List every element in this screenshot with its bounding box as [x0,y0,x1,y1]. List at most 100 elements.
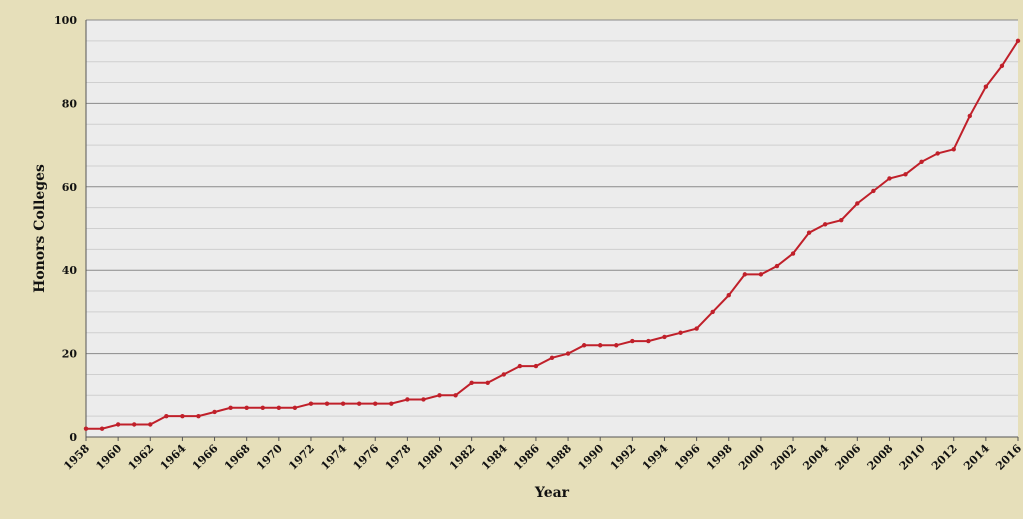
x-tick-label: 1980 [415,442,446,473]
x-tick-label: 1986 [511,442,542,473]
data-point [839,217,844,223]
data-point [421,397,426,402]
data-point [308,401,314,406]
data-point [742,272,748,277]
series-points [83,38,1021,431]
data-point [405,397,410,402]
x-axis-ticks: 1958 1960 1962 1964 1966 1968 1970 1972 1974 1976… [61,437,1023,473]
data-point [1015,38,1021,44]
data-point [212,409,217,415]
data-point [999,63,1005,69]
data-point [806,230,812,235]
data-point [662,334,667,340]
data-point [855,201,860,206]
x-tick-label: 2012 [929,442,960,473]
x-tick-label: 1972 [286,442,317,473]
x-tick-label: 2008 [865,442,896,473]
data-point [614,343,619,348]
data-point [822,222,828,227]
x-tick-label: 2002 [768,442,799,473]
data-point [598,343,603,348]
y-tick-label: 60 [62,181,78,194]
data-point [485,380,490,385]
data-point [292,405,298,411]
x-tick-label: 1968 [222,442,253,473]
data-point [196,413,201,419]
data-point [132,422,137,427]
data-point [903,172,908,177]
y-tick-label: 20 [62,348,78,361]
data-point [710,309,715,315]
data-point [549,355,555,360]
data-point [790,251,796,256]
data-point [951,147,956,152]
minor-gridlines [86,40,1018,417]
x-axis-title: Year [534,485,570,501]
data-point [678,330,683,335]
data-point [356,401,362,406]
data-point [533,363,539,369]
data-point [581,343,587,348]
data-point [694,326,699,331]
data-point [967,113,972,119]
data-point [115,422,121,427]
data-point [99,426,105,431]
x-tick-label: 1964 [158,442,189,473]
x-tick-label: 1962 [126,442,157,473]
data-point [148,422,153,427]
data-point [726,293,731,298]
data-point [180,413,185,419]
x-tick-label: 2014 [961,442,992,473]
x-tick-label: 1984 [479,442,510,473]
x-tick-label: 1982 [447,442,478,473]
x-tick-label: 2000 [736,442,767,473]
x-tick-label: 1976 [351,442,382,473]
x-tick-label: 1990 [575,442,606,473]
y-axis-ticks: 0 20 40 60 80 100 [54,14,77,444]
x-tick-label: 1974 [318,442,349,473]
x-tick-label: 1958 [61,442,92,473]
data-point [164,413,169,419]
data-point [389,401,394,406]
data-point [646,338,651,344]
y-axis-title: Honors Colleges [32,164,48,293]
data-point [774,263,780,269]
data-point [437,393,442,398]
y-tick-label: 0 [69,431,77,444]
data-point [324,401,330,406]
x-tick-label: 2010 [897,442,928,473]
y-tick-label: 100 [54,14,77,27]
x-tick-label: 1992 [608,442,639,473]
x-tick-label: 1996 [672,442,703,473]
x-tick-label: 1988 [543,442,574,473]
x-tick-label: 1978 [383,442,414,473]
data-point [373,401,378,406]
x-tick-label: 2016 [993,442,1023,473]
data-point [501,372,506,377]
data-point [630,338,635,344]
data-point [453,393,458,398]
x-tick-label: 1998 [704,442,735,473]
data-point [340,401,346,406]
y-tick-label: 40 [62,264,78,277]
x-tick-label: 1966 [190,442,221,473]
data-point [469,380,474,385]
data-point [919,159,924,164]
x-tick-label: 2004 [800,442,831,473]
x-tick-label: 1970 [254,442,285,473]
data-point [983,84,989,89]
data-point [83,426,89,431]
data-point [276,405,282,411]
data-point [758,272,764,277]
data-point [517,363,523,369]
data-point [260,405,265,411]
data-point [228,405,233,411]
x-tick-label: 1960 [93,442,124,473]
data-point [887,176,892,181]
x-tick-label: 1994 [640,442,671,473]
data-point [871,188,876,194]
x-tick-label: 2006 [833,442,864,473]
data-point [565,351,571,356]
y-tick-label: 80 [62,97,78,110]
